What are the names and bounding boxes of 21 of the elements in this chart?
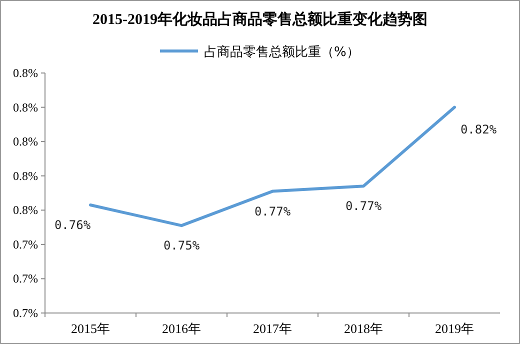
x-tick-label: 2018年 — [344, 321, 383, 336]
chart-title: 2015-2019年化妆品占商品零售总额比重变化趋势图 — [92, 10, 428, 28]
y-tick-label: 0.8% — [13, 203, 38, 218]
y-tick-label: 0.8% — [13, 100, 38, 114]
y-tick-label: 0.8% — [13, 168, 38, 183]
data-label: 0.77% — [254, 204, 292, 218]
y-tick-label: 0.8% — [13, 134, 38, 149]
x-tick-label: 2019年 — [435, 321, 474, 336]
legend-label: 占商品零售总额比重（%） — [204, 45, 360, 60]
data-label: 0.76% — [54, 218, 92, 232]
x-tick-label: 2017年 — [253, 321, 292, 336]
data-label: 0.82% — [460, 122, 498, 136]
x-tick-label: 2015年 — [71, 321, 110, 336]
y-tick-label: 0.7% — [13, 237, 38, 252]
x-tick-label: 2016年 — [162, 321, 201, 336]
data-label: 0.77% — [345, 199, 382, 214]
y-tick-label: 0.8% — [13, 66, 38, 80]
y-tick-label: 0.7% — [13, 272, 38, 286]
line-series — [89, 106, 456, 228]
y-tick-label: 0.7% — [13, 306, 38, 320]
data-label: 0.75% — [163, 238, 200, 253]
